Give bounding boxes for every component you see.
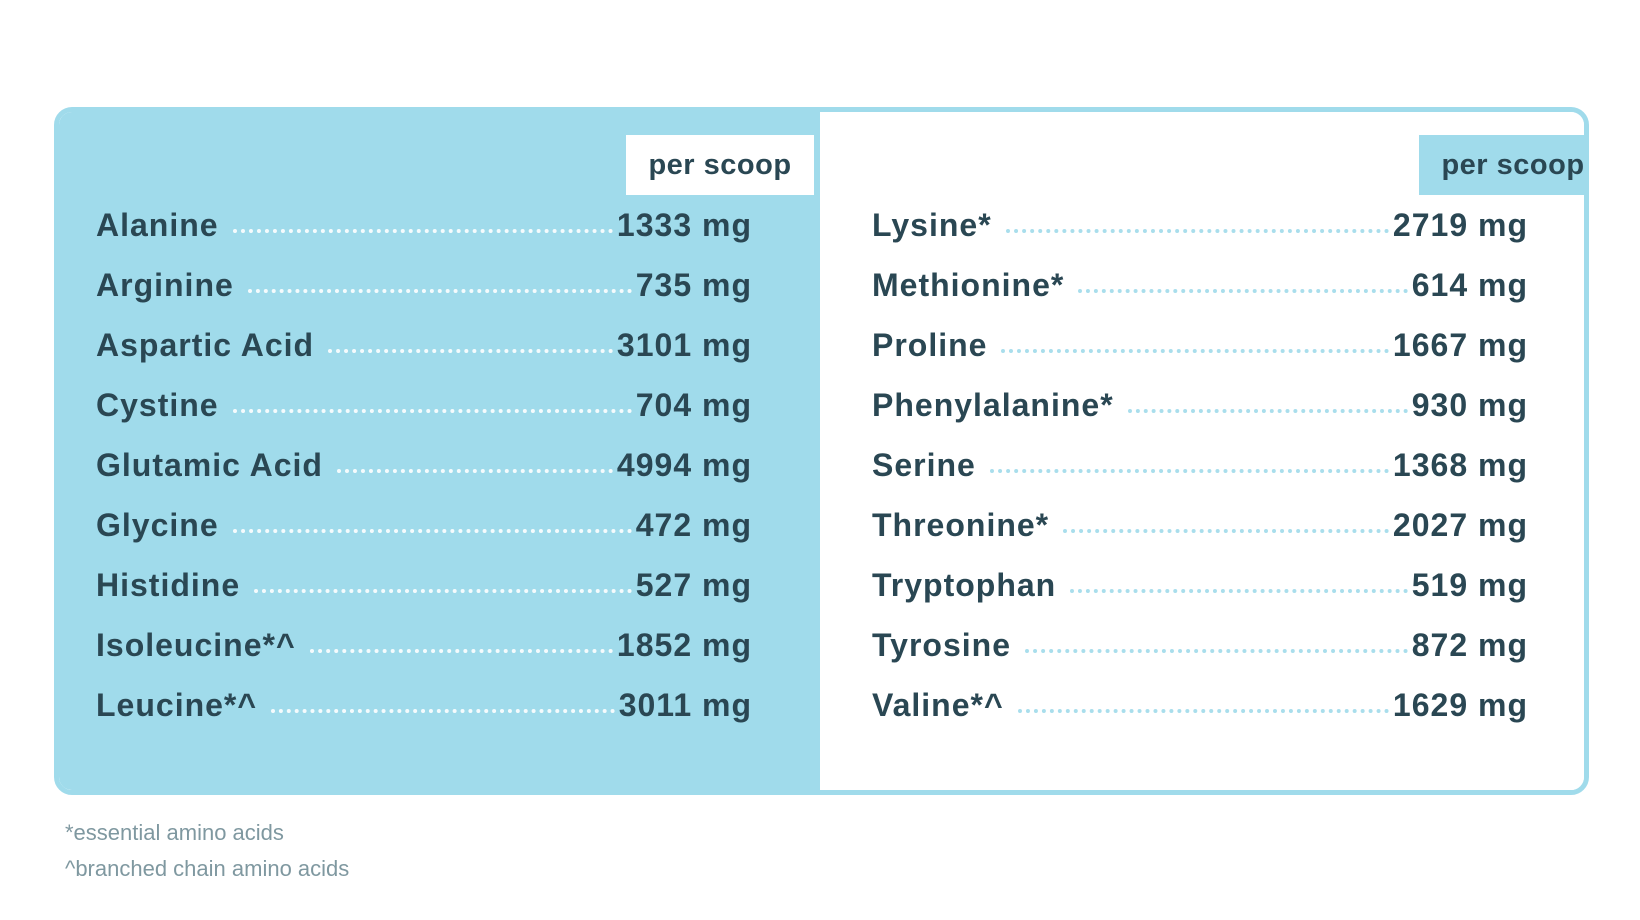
dot-leader — [254, 589, 632, 593]
amino-acid-row: Threonine* 2027 mg — [872, 507, 1528, 567]
dot-leader — [328, 349, 613, 353]
amino-acid-name: Arginine — [96, 267, 234, 303]
amino-acid-name: Tryptophan — [872, 567, 1057, 603]
amino-acid-name: Aspartic Acid — [96, 327, 315, 363]
amino-acid-amount: 1629 mg — [1392, 687, 1528, 723]
amino-acid-name: Threonine* — [872, 507, 1050, 543]
per-scoop-badge-left: per scoop — [626, 135, 814, 195]
dot-leader — [271, 709, 615, 713]
amino-acid-amount: 472 mg — [635, 507, 752, 543]
footnote-essential: *essential amino acids — [65, 820, 284, 845]
amino-acid-amount: 4994 mg — [616, 447, 752, 483]
amino-acid-amount: 3101 mg — [616, 327, 752, 363]
dot-leader — [1070, 589, 1408, 593]
amino-acid-amount: 2719 mg — [1392, 207, 1528, 243]
amino-acid-name: Glycine — [96, 507, 219, 543]
amino-acid-row: Tyrosine 872 mg — [872, 627, 1528, 687]
amino-acid-name: Phenylalanine* — [872, 387, 1114, 423]
left-column-header: per scoop — [96, 135, 820, 195]
amino-acid-amount: 930 mg — [1411, 387, 1528, 423]
amino-acid-amount: 704 mg — [635, 387, 752, 423]
dot-leader — [232, 229, 613, 233]
amino-acid-row: Valine*^ 1629 mg — [872, 687, 1528, 747]
amino-acid-row: Tryptophan 519 mg — [872, 567, 1528, 627]
amino-acid-amount: 1667 mg — [1392, 327, 1528, 363]
amino-acid-row: Arginine 735 mg — [96, 267, 752, 327]
footnote-branched: ^branched chain amino acids — [65, 856, 350, 881]
dot-leader — [309, 649, 613, 653]
amino-acid-row: Proline 1667 mg — [872, 327, 1528, 387]
amino-acid-name: Glutamic Acid — [96, 447, 323, 483]
amino-acid-amount: 519 mg — [1411, 567, 1528, 603]
amino-acid-row: Alanine 1333 mg — [96, 207, 752, 267]
amino-acid-amount: 527 mg — [635, 567, 752, 603]
dot-leader — [1001, 349, 1389, 353]
amino-acid-amount: 735 mg — [635, 267, 752, 303]
amino-acid-name: Serine — [872, 447, 976, 483]
amino-acid-amount: 1852 mg — [616, 627, 752, 663]
amino-acid-row: Phenylalanine* 930 mg — [872, 387, 1528, 447]
amino-acid-row: Leucine*^ 3011 mg — [96, 687, 752, 747]
dot-leader — [1005, 229, 1389, 233]
right-rows: Lysine* 2719 mg Methionine* 614 mg Proline 16… — [872, 207, 1584, 747]
amino-acid-name: Methionine* — [872, 267, 1065, 303]
left-column: per scoop Alanine 1333 mg Arginine 735 mg As… — [59, 112, 820, 790]
amino-acid-row: Cystine 704 mg — [96, 387, 752, 447]
amino-acid-name: Cystine — [96, 387, 219, 423]
amino-acid-name: Valine*^ — [872, 687, 1004, 723]
dot-leader — [1025, 649, 1408, 653]
amino-acid-row: Methionine* 614 mg — [872, 267, 1528, 327]
amino-acid-name: Tyrosine — [872, 627, 1011, 663]
dot-leader — [1078, 289, 1408, 293]
amino-acid-name: Lysine* — [872, 207, 992, 243]
amino-acid-row: Glycine 472 mg — [96, 507, 752, 567]
per-scoop-badge-right: per scoop — [1419, 135, 1584, 195]
amino-acid-name: Histidine — [96, 567, 241, 603]
amino-acid-row: Lysine* 2719 mg — [872, 207, 1528, 267]
amino-acid-amount: 1333 mg — [616, 207, 752, 243]
amino-acid-amount: 614 mg — [1411, 267, 1528, 303]
dot-leader — [1063, 529, 1389, 533]
dot-leader — [336, 469, 613, 473]
dot-leader — [247, 289, 632, 293]
amino-acid-row: Aspartic Acid 3101 mg — [96, 327, 752, 387]
amino-acid-name: Leucine*^ — [96, 687, 258, 723]
amino-acid-row: Serine 1368 mg — [872, 447, 1528, 507]
amino-acid-amount: 2027 mg — [1392, 507, 1528, 543]
amino-acid-amount: 1368 mg — [1392, 447, 1528, 483]
amino-acid-amount: 3011 mg — [618, 687, 752, 723]
left-rows: Alanine 1333 mg Arginine 735 mg Aspartic Aci… — [96, 207, 820, 747]
amino-acid-amount: 872 mg — [1411, 627, 1528, 663]
dot-leader — [232, 529, 632, 533]
dot-leader — [989, 469, 1389, 473]
amino-acid-row: Isoleucine*^ 1852 mg — [96, 627, 752, 687]
amino-acid-panel: per scoop Alanine 1333 mg Arginine 735 mg As… — [54, 107, 1589, 795]
right-column-header: per scoop — [872, 135, 1584, 195]
amino-acid-name: Alanine — [96, 207, 219, 243]
amino-acid-row: Histidine 527 mg — [96, 567, 752, 627]
dot-leader — [232, 409, 632, 413]
dot-leader — [1127, 409, 1408, 413]
amino-acid-name: Proline — [872, 327, 988, 363]
footnotes: *essential amino acids ^branched chain a… — [65, 815, 349, 887]
amino-acid-name: Isoleucine*^ — [96, 627, 296, 663]
right-column: per scoop Lysine* 2719 mg Methionine* 614 m… — [820, 112, 1584, 790]
dot-leader — [1017, 709, 1389, 713]
amino-acid-row: Glutamic Acid 4994 mg — [96, 447, 752, 507]
